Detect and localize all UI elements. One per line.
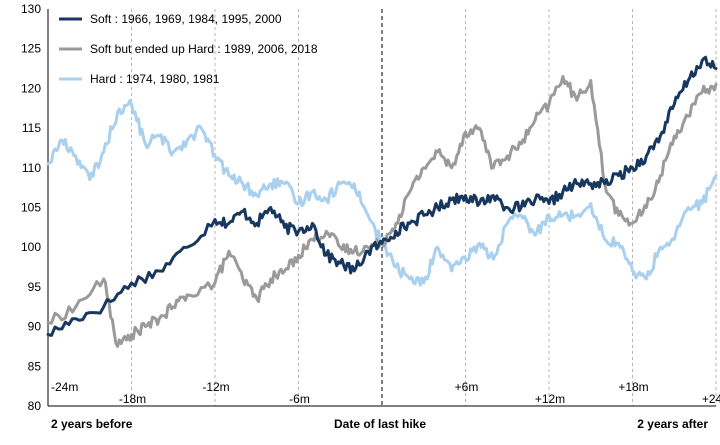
x-month-label: -18m xyxy=(119,392,146,406)
y-tick-label: 95 xyxy=(28,280,42,294)
x-tick-labels: -24m -18m -12m -6m +6m +12m +18m +24m xyxy=(51,380,720,406)
x-month-label: +6m xyxy=(455,380,479,394)
x-month-label: +12m xyxy=(535,392,565,406)
y-tick-label: 115 xyxy=(22,121,41,135)
y-tick-label: 80 xyxy=(28,399,42,413)
x-month-label: -6m xyxy=(289,392,310,406)
grid-lines xyxy=(131,9,717,406)
x-edge-label-center: Date of last hike xyxy=(334,417,426,431)
y-tick-label: 110 xyxy=(22,161,41,175)
legend-label: Soft : 1966, 1969, 1984, 1995, 2000 xyxy=(90,12,282,26)
series-lines xyxy=(46,55,718,348)
y-tick-label: 105 xyxy=(21,201,41,215)
x-edge-label-left: 2 years before xyxy=(51,417,133,431)
x-edge-labels: 2 years before Date of last hike 2 years… xyxy=(51,417,708,431)
x-month-label: -12m xyxy=(202,380,229,394)
y-tick-label: 125 xyxy=(21,42,41,56)
y-tick-labels: 80 85 90 95 100 105 110 115 120 125 130 xyxy=(21,2,41,413)
x-month-label: -24m xyxy=(51,380,78,394)
series-line xyxy=(46,75,718,348)
legend-label: Hard : 1974, 1980, 1981 xyxy=(90,72,220,86)
legend: Soft : 1966, 1969, 1984, 1995, 2000 Soft … xyxy=(59,12,318,86)
y-tick-label: 120 xyxy=(21,81,41,95)
legend-label: Soft but ended up Hard : 1989, 2006, 201… xyxy=(90,42,318,56)
y-tick-label: 85 xyxy=(28,359,42,373)
y-tick-label: 130 xyxy=(21,2,41,16)
series-line xyxy=(46,55,718,337)
x-month-label: +18m xyxy=(618,380,648,394)
y-tick-label: 100 xyxy=(21,240,41,254)
x-edge-label-right: 2 years after xyxy=(637,417,708,431)
y-tick-label: 90 xyxy=(28,320,42,334)
x-month-label: +24m xyxy=(702,392,720,406)
axes xyxy=(47,9,716,407)
